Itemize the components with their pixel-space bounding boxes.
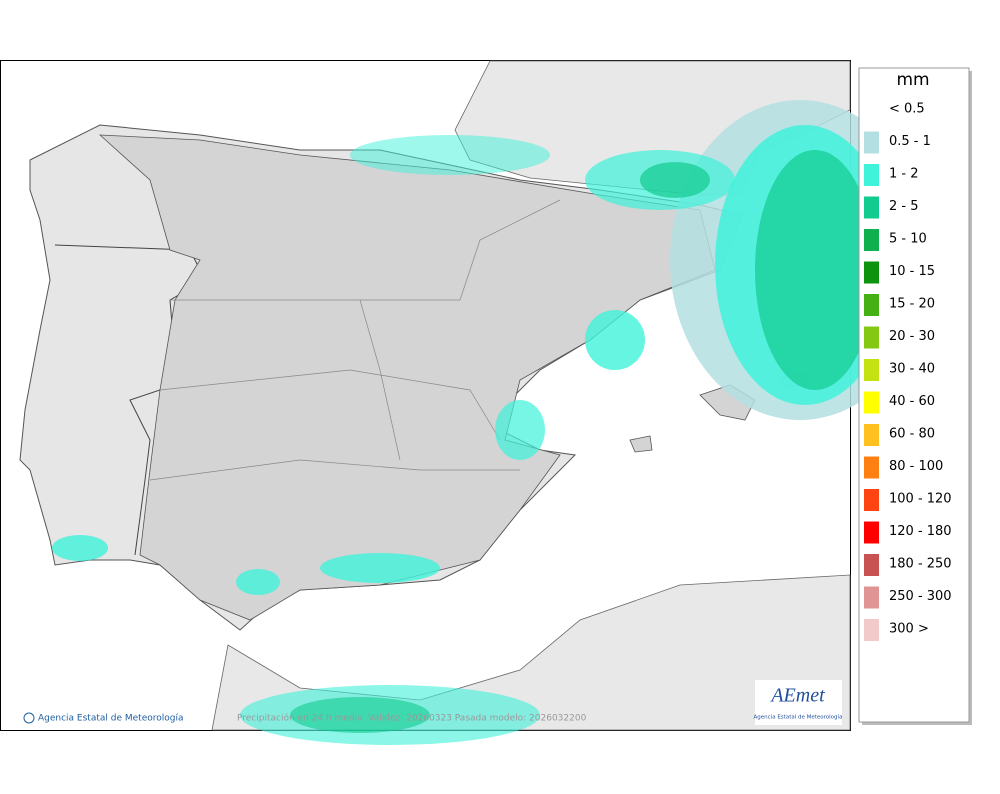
legend-swatch [864,391,879,414]
legend-label: 80 - 100 [889,459,943,474]
legend-label: 300 > [889,622,929,637]
legend-swatch [864,131,879,154]
map: Agencia Estatal de Meteorología Precipit… [0,60,930,745]
footer-left: Agencia Estatal de Meteorología [38,714,184,724]
legend-swatch [864,586,879,609]
africa [211,574,851,731]
legend-swatch [864,619,879,641]
regions [149,199,561,481]
legend-unit: mm [896,70,929,90]
legend-label: 100 - 120 [889,492,952,507]
logo: AEmet [769,685,825,707]
footer-center: Precipitación en 24 h media. Validez: 20… [237,713,587,724]
legend-swatch [864,359,879,381]
legend-swatch [864,424,879,446]
legend-label: 0.5 - 1 [889,134,931,149]
legend-label: 5 - 10 [889,232,927,247]
copyright-icon [23,712,35,724]
legend-label: 30 - 40 [889,362,935,377]
legend-swatch [864,164,879,186]
logo-caption: Agencia Estatal de Meteorología [754,714,843,721]
legend-label: 10 - 15 [889,264,935,279]
legend-label: 180 - 250 [889,557,952,572]
legend-swatch [864,489,879,511]
legend-swatch [864,99,879,121]
legend-label: 250 - 300 [889,589,952,604]
legend-swatch [864,326,879,349]
legend-label: < 0.5 [889,102,925,117]
legend-swatch [864,196,879,219]
legend: mm < 0.5 0.5 - 1 1 - 2 2 - 5 5 - 10 10 - 15 15… [858,67,972,725]
legend-label: 120 - 180 [889,524,952,539]
logo-box [755,680,842,725]
legend-label: 20 - 30 [889,329,935,344]
legend-swatch [864,554,879,576]
legend-swatch [864,261,879,284]
legend-label: 60 - 80 [889,427,935,442]
legend-label: 2 - 5 [889,199,919,214]
legend-label: 15 - 20 [889,297,935,312]
legend-swatch [864,294,879,316]
legend-swatch [864,456,879,479]
legend-label: 40 - 60 [889,394,935,409]
legend-swatch [864,521,879,544]
legend-swatch [864,229,879,251]
legend-label: 1 - 2 [889,167,919,182]
